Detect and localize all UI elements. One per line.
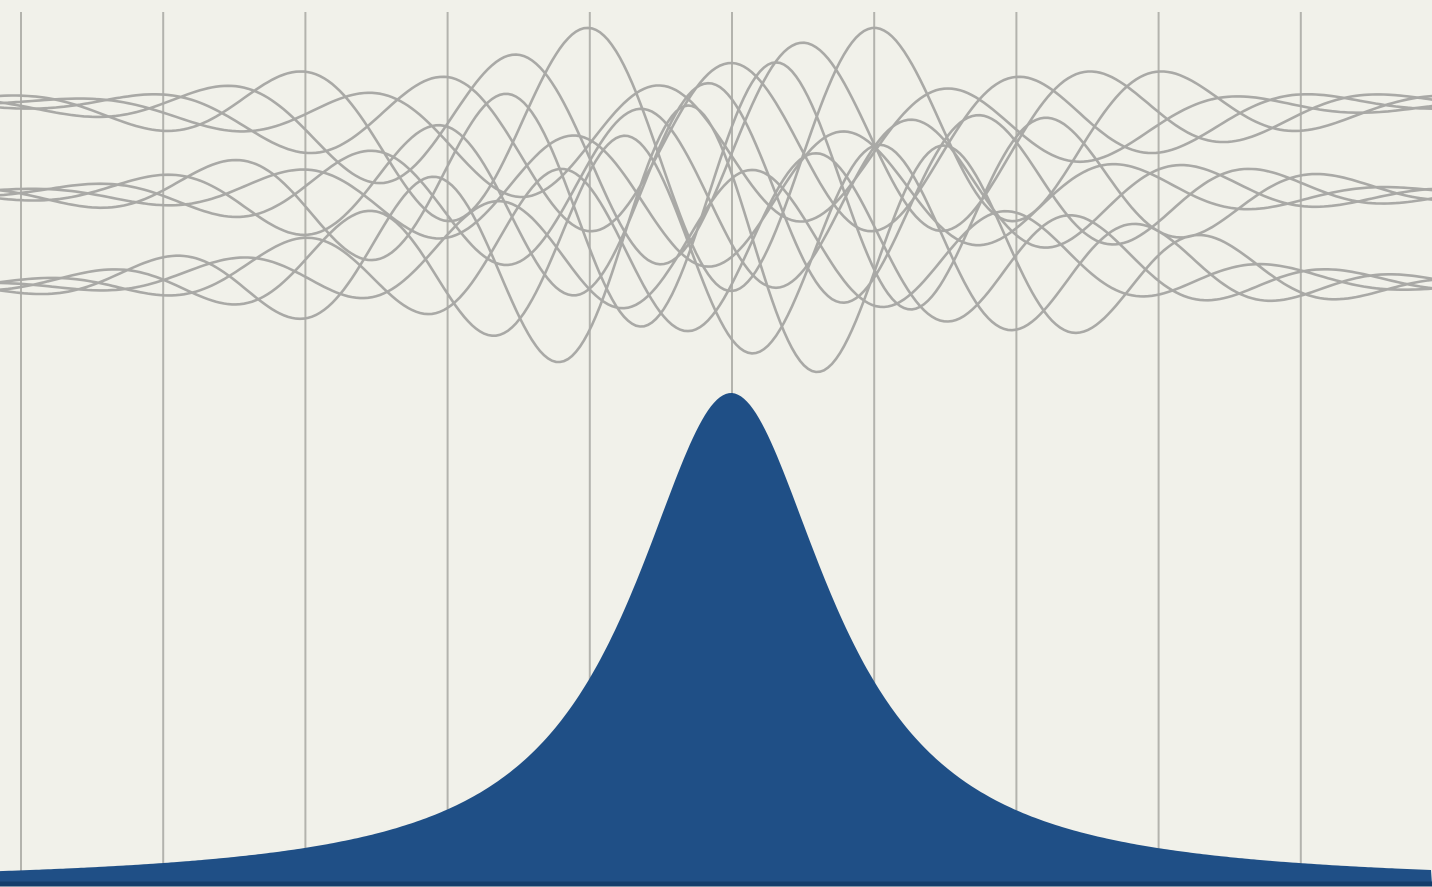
wave-curve — [0, 61, 1432, 233]
wave-curve — [0, 81, 1432, 305]
wave-curve — [0, 41, 1432, 266]
probability-distribution-peak — [0, 393, 1432, 884]
wave-curve — [0, 151, 1432, 333]
oscillation-curves — [0, 26, 1432, 374]
wave-curve — [0, 107, 1432, 290]
wave-curve — [0, 26, 1432, 293]
wave-curve — [0, 130, 1432, 268]
wave-curve — [0, 104, 1432, 374]
wave-curve — [0, 168, 1432, 310]
